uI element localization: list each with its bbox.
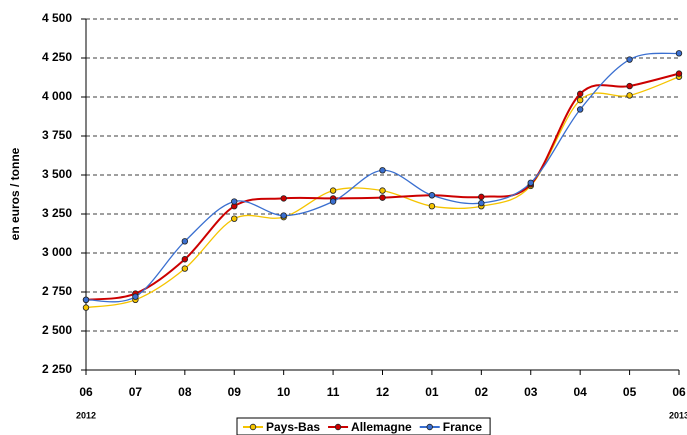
data-point [181,256,189,263]
legend-marker [249,423,257,431]
y-tick-label: 4 500 [42,11,72,25]
x-tick-label: 03 [524,385,538,399]
x-tick-label: 09 [228,385,242,399]
data-point [428,192,436,199]
x-tick-label: 01 [425,385,439,399]
data-point [527,179,534,186]
x-tick-label: 07 [129,385,143,399]
data-point [379,167,386,174]
data-point [379,194,386,201]
y-tick-label: 3 000 [42,245,72,259]
data-point [329,198,337,205]
series-line [85,72,680,301]
data-point [82,304,90,311]
data-point [280,212,287,219]
y-tick-label: 3 250 [42,206,72,220]
x-tick-label: 10 [277,385,291,399]
x-tick-label: 04 [573,385,587,399]
y-tick-label: 2 250 [42,362,72,376]
data-point [626,56,633,63]
legend: Pays-Bas Allemagne France [236,417,491,435]
data-point [626,82,633,90]
x-tick-label: 08 [178,385,192,399]
year-label: 2013 [669,410,687,420]
legend-label: Allemagne [351,420,412,434]
y-tick-label: 2 500 [42,323,72,337]
data-point [231,198,238,205]
legend-marker [334,423,342,431]
data-point [82,296,90,303]
data-point [231,215,238,222]
y-tick-label: 4 250 [42,50,72,64]
x-tick-label: 11 [327,385,340,399]
y-tick-label: 4 000 [42,89,72,103]
year-label: 2012 [76,410,96,420]
x-tick-label: 12 [376,385,390,399]
data-point [675,70,683,77]
y-tick-label: 3 500 [42,167,72,181]
data-point [576,90,584,98]
data-point [478,199,485,207]
x-tick-label: 05 [623,385,637,399]
data-point [428,202,436,210]
data-point [626,92,633,99]
data-point [181,238,189,245]
data-point [576,96,584,104]
legend-marker [426,423,433,431]
data-point [675,50,683,57]
data-point [329,187,337,194]
data-point [181,265,189,272]
legend-label: France [443,420,483,434]
x-tick-label: 06 [79,385,93,399]
x-tick-label: 06 [672,385,686,399]
data-point [132,293,139,300]
data-point [280,195,287,202]
x-tick-label: 02 [475,385,489,399]
data-point [576,106,584,113]
y-axis-label: en euros / tonne [8,147,22,240]
data-point [478,193,485,201]
series-line [85,52,680,303]
y-tick-label: 3 750 [42,128,72,142]
legend-label: Pays-Bas [266,420,320,434]
y-tick-label: 2 750 [42,284,72,298]
legend-box [236,417,491,435]
data-point [379,187,386,194]
